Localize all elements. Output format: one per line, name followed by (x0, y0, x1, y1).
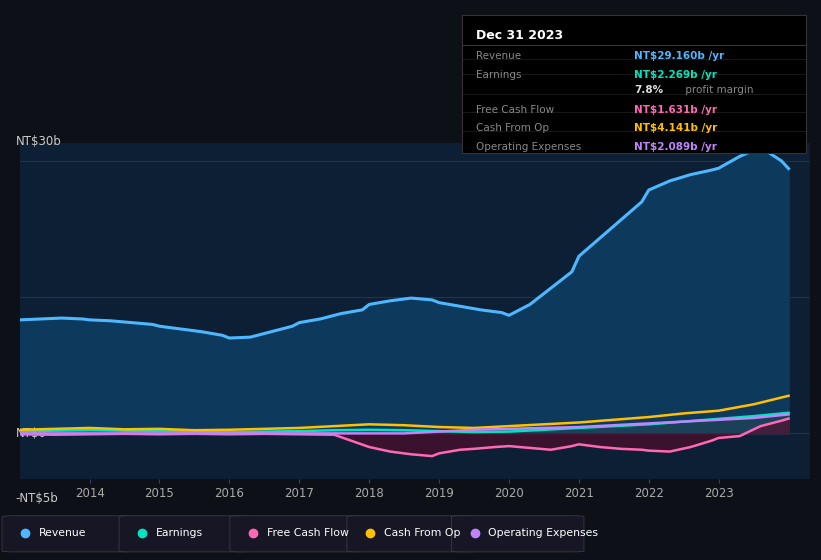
Text: NT$0: NT$0 (16, 427, 47, 440)
Text: NT$2.089b /yr: NT$2.089b /yr (634, 142, 717, 152)
Text: Revenue: Revenue (475, 51, 521, 61)
Text: NT$29.160b /yr: NT$29.160b /yr (634, 51, 724, 61)
Text: 7.8%: 7.8% (634, 85, 663, 95)
Text: Free Cash Flow: Free Cash Flow (475, 105, 554, 115)
Text: NT$1.631b /yr: NT$1.631b /yr (634, 105, 717, 115)
FancyBboxPatch shape (452, 516, 584, 552)
FancyBboxPatch shape (346, 516, 479, 552)
Text: Operating Expenses: Operating Expenses (475, 142, 581, 152)
Text: NT$4.141b /yr: NT$4.141b /yr (634, 123, 718, 133)
Text: NT$30b: NT$30b (16, 134, 62, 147)
Text: -NT$5b: -NT$5b (16, 492, 58, 505)
Text: Cash From Op: Cash From Op (384, 529, 461, 538)
Text: Earnings: Earnings (475, 70, 521, 80)
Text: Operating Expenses: Operating Expenses (488, 529, 599, 538)
Text: profit margin: profit margin (682, 85, 754, 95)
Text: Revenue: Revenue (39, 529, 86, 538)
Text: Earnings: Earnings (156, 529, 203, 538)
Text: Dec 31 2023: Dec 31 2023 (475, 29, 563, 42)
Text: NT$2.269b /yr: NT$2.269b /yr (634, 70, 717, 80)
FancyBboxPatch shape (119, 516, 251, 552)
FancyBboxPatch shape (2, 516, 135, 552)
FancyBboxPatch shape (230, 516, 362, 552)
Text: Cash From Op: Cash From Op (475, 123, 548, 133)
Text: Free Cash Flow: Free Cash Flow (267, 529, 349, 538)
